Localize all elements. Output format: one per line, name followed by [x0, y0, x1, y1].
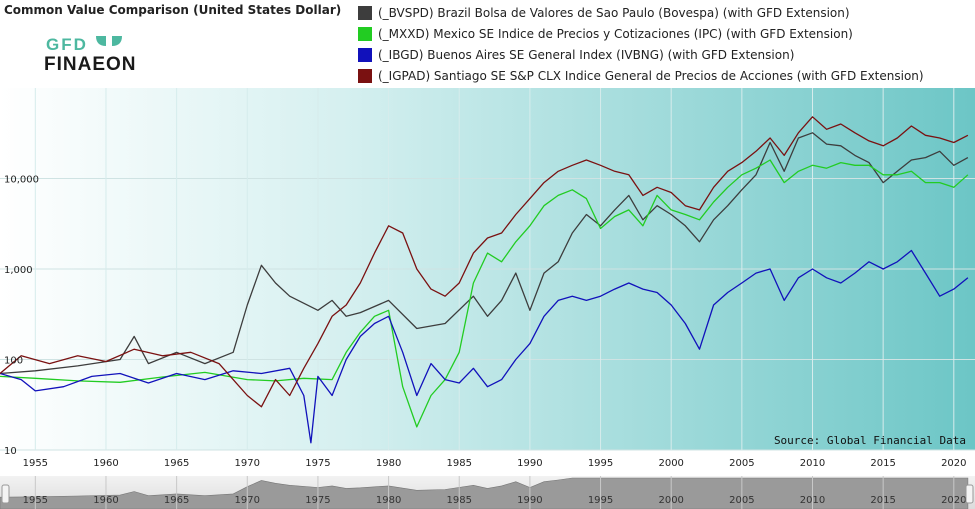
series-line-ivbng	[0, 249, 969, 444]
x-tick-label: 1955	[23, 458, 48, 469]
x-tick-label: 1985	[447, 458, 472, 469]
x-tick-label: 2020	[941, 458, 966, 469]
navigator-tick-label: 1975	[305, 495, 330, 506]
y-tick-label: 10,000	[4, 175, 39, 186]
legend-label: (_BVSPD) Brazil Bolsa de Valores de Sao …	[378, 5, 850, 20]
navigator-tick-label: 2010	[800, 495, 825, 506]
navigator-tick-label: 1995	[588, 495, 613, 506]
series-lines	[0, 116, 969, 444]
navigator-tick-label: 1985	[447, 495, 472, 506]
legend-item-bovespa[interactable]: (_BVSPD) Brazil Bolsa de Valores de Sao …	[358, 2, 924, 23]
x-tick-label: 1965	[164, 458, 189, 469]
navigator-tick-label: 1965	[164, 495, 189, 506]
gfd-finaeon-logo: GFD FINAEON	[44, 35, 137, 73]
x-tick-label: 1970	[235, 458, 260, 469]
x-axis: 1955 1960 1965 1970 1975 1980 1985 1990 1995 2000…	[23, 458, 967, 469]
series-line-ipc	[0, 159, 969, 428]
navigator[interactable]: 1955 1960 1965 1970 1975 1980 1985 1990 1995 2000…	[0, 476, 975, 509]
y-tick-label: 1,000	[4, 265, 33, 276]
series-line-bovespa	[0, 132, 969, 375]
legend-swatch	[358, 5, 372, 20]
navigator-tick-label: 2020	[941, 495, 966, 506]
y-axis: 10 100 1,000 10,000	[4, 175, 39, 458]
legend-label: (_IBGD) Buenos Aires SE General Index (I…	[378, 47, 795, 62]
navigator-axis: 1955 1960 1965 1970 1975 1980 1985 1990 1995 2000…	[23, 476, 967, 509]
navigator-tick-label: 1970	[235, 495, 260, 506]
x-tick-label: 2010	[800, 458, 825, 469]
x-tick-label: 1995	[588, 458, 613, 469]
legend-swatch	[358, 47, 372, 62]
source-note: Source: Global Financial Data	[774, 434, 966, 447]
navigator-tick-label: 1990	[517, 495, 542, 506]
chart-title: Common Value Comparison (United States D…	[4, 3, 342, 17]
legend-label: (_IGPAD) Santiago SE S&P CLX Indice Gene…	[378, 68, 924, 83]
navigator-tick-label: 1980	[376, 495, 401, 506]
x-tick-label: 2015	[870, 458, 895, 469]
legend-swatch	[358, 26, 372, 41]
navigator-tick-label: 2000	[658, 495, 683, 506]
y-tick-label: 10	[4, 446, 17, 457]
legend-label: (_MXXD) Mexico SE Indice de Precios y Co…	[378, 26, 853, 41]
navigator-tick-label: 2015	[870, 495, 895, 506]
y-tick-label: 100	[4, 356, 23, 367]
navigator-handle-left[interactable]	[1, 484, 10, 504]
logo-top-text: GFD	[46, 35, 88, 54]
x-tick-label: 1960	[93, 458, 118, 469]
legend-item-igpad[interactable]: (_IGPAD) Santiago SE S&P CLX Indice Gene…	[358, 65, 924, 86]
legend-item-ipc[interactable]: (_MXXD) Mexico SE Indice de Precios y Co…	[358, 23, 924, 44]
series-line-igpad	[0, 116, 969, 408]
legend-swatch	[358, 68, 372, 83]
logo-bottom-text: FINAEON	[44, 54, 137, 73]
navigator-tick-label: 1960	[93, 495, 118, 506]
x-tick-label: 2005	[729, 458, 754, 469]
navigator-tick-label: 2005	[729, 495, 754, 506]
chart-legend: (_BVSPD) Brazil Bolsa de Valores de Sao …	[358, 2, 924, 86]
x-tick-label: 1975	[305, 458, 330, 469]
navigator-tick-label: 1955	[23, 495, 48, 506]
navigator-handle-right[interactable]	[965, 484, 974, 504]
x-tick-label: 2000	[658, 458, 683, 469]
navigator-area	[0, 477, 969, 509]
grid-lines	[0, 88, 975, 451]
x-tick-label: 1990	[517, 458, 542, 469]
x-tick-label: 1980	[376, 458, 401, 469]
legend-item-ivbng[interactable]: (_IBGD) Buenos Aires SE General Index (I…	[358, 44, 924, 65]
